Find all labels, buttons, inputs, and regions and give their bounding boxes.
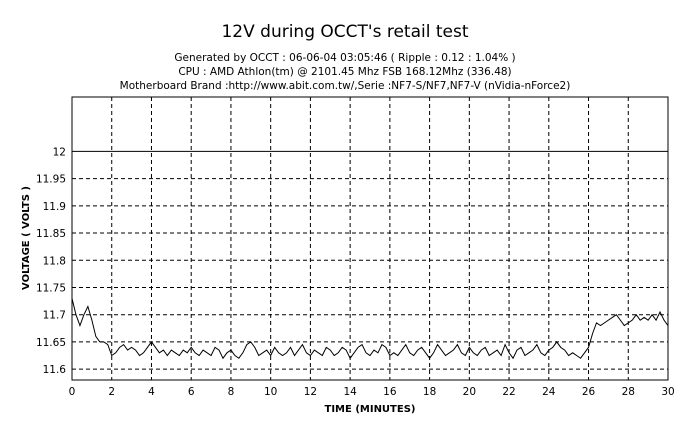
y-tick-label: 11.8 bbox=[43, 255, 66, 267]
y-tick-label: 11.95 bbox=[36, 174, 66, 186]
y-tick-label: 11.6 bbox=[43, 364, 67, 376]
chart-subtitle-motherboard: Motherboard Brand :http://www.abit.com.t… bbox=[120, 80, 571, 92]
y-tick-label: 11.85 bbox=[36, 228, 66, 240]
chart-subtitle-cpu: CPU : AMD Athlon(tm) @ 2101.45 Mhz FSB 1… bbox=[178, 66, 511, 78]
x-axis-label: TIME (MINUTES) bbox=[325, 404, 416, 415]
y-tick-label: 11.65 bbox=[36, 337, 66, 349]
series-layer bbox=[71, 150, 669, 360]
x-tick-label: 26 bbox=[582, 386, 596, 398]
y-tick-label: 11.75 bbox=[36, 282, 66, 294]
y-tick-label: 12 bbox=[53, 146, 66, 158]
x-tick-label: 0 bbox=[69, 386, 76, 398]
grid-lines bbox=[72, 97, 668, 380]
x-tick-label: 24 bbox=[542, 386, 556, 398]
x-tick-label: 8 bbox=[228, 386, 235, 398]
chart-subtitle-generated: Generated by OCCT : 06-06-04 03:05:46 ( … bbox=[174, 52, 515, 64]
x-tick-label: 18 bbox=[423, 386, 436, 398]
x-tick-label: 4 bbox=[148, 386, 155, 398]
x-tick-label: 10 bbox=[264, 386, 277, 398]
y-axis-label: VOLTAGE ( VOLTS ) bbox=[21, 186, 32, 290]
plot-frame bbox=[71, 96, 669, 381]
series-line-voltage bbox=[71, 298, 669, 360]
x-tick-label: 30 bbox=[661, 386, 674, 398]
x-tick-label: 28 bbox=[622, 386, 635, 398]
y-tick-label: 11.9 bbox=[43, 201, 66, 213]
tick-labels: 0 2 4 6 8 10 12 14 16 18 20 22 24 26 28 3011.611.6511.7… bbox=[36, 146, 675, 398]
x-tick-label: 2 bbox=[108, 386, 115, 398]
x-tick-label: 14 bbox=[343, 386, 357, 398]
chart-title: 12V during OCCT's retail test bbox=[221, 22, 468, 42]
x-tick-label: 6 bbox=[188, 386, 195, 398]
x-tick-label: 12 bbox=[304, 386, 317, 398]
y-tick-label: 11.7 bbox=[43, 310, 66, 322]
x-tick-label: 16 bbox=[383, 386, 397, 398]
x-tick-label: 22 bbox=[502, 386, 515, 398]
x-tick-label: 20 bbox=[463, 386, 476, 398]
